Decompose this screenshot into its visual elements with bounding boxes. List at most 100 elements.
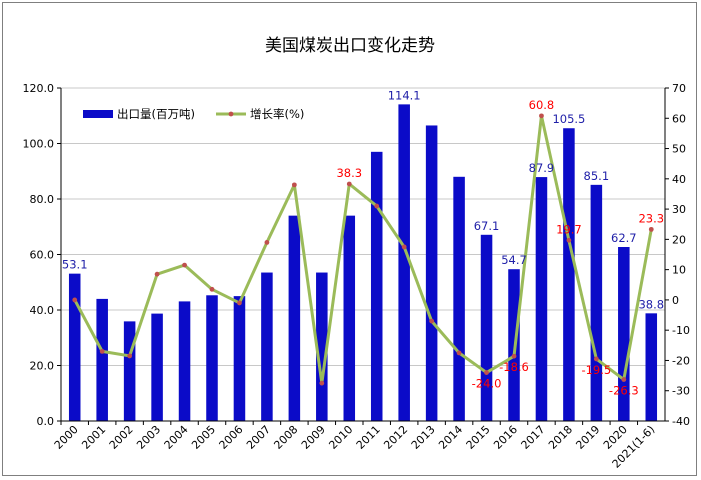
legend-bar-swatch xyxy=(83,110,113,118)
bar xyxy=(96,298,108,421)
x-tick-label: 2005 xyxy=(189,423,218,452)
bar-series xyxy=(68,104,658,422)
x-tick-label: 2012 xyxy=(381,423,410,452)
growth-marker xyxy=(72,297,78,303)
growth-value-label: -26.3 xyxy=(609,384,639,398)
bar xyxy=(123,321,136,421)
growth-marker xyxy=(127,353,133,359)
axes: 0.0 20.0 40.0 60.0 80.0 100.0 120.0 -40 -30 -20 -1… xyxy=(23,82,690,471)
x-tick-label: 2003 xyxy=(134,423,163,452)
bar xyxy=(343,215,356,421)
right-tick-label: 50 xyxy=(672,143,686,156)
bar xyxy=(645,313,658,421)
bar-value-label: 62.7 xyxy=(611,231,637,245)
bar xyxy=(563,128,575,422)
growth-marker xyxy=(237,300,242,306)
growth-marker xyxy=(264,239,270,245)
bar xyxy=(480,234,493,421)
x-tick-label: 2009 xyxy=(299,423,328,452)
right-tick-label: -40 xyxy=(672,415,690,428)
x-tick-label: 2008 xyxy=(271,423,300,452)
data-labels: 53.1 114.1 67.1 54.7 87.9 105.5 85.1 62.7 38.8 38… xyxy=(62,88,664,397)
bar-value-label: 105.5 xyxy=(552,112,585,126)
left-tick-label: 40.0 xyxy=(30,304,55,317)
growth-marker xyxy=(346,181,352,187)
x-tick-label: 2015 xyxy=(464,423,493,452)
growth-line xyxy=(73,114,653,385)
growth-value-label: -24.0 xyxy=(472,377,502,391)
left-tick-label: 20.0 xyxy=(30,360,55,373)
x-tick-label: 2013 xyxy=(409,423,438,452)
bar xyxy=(590,184,603,421)
x-tick-label: 2014 xyxy=(436,423,465,452)
growth-marker xyxy=(621,377,627,382)
bar-value-label: 87.9 xyxy=(529,161,555,175)
bar xyxy=(370,151,383,421)
growth-marker xyxy=(154,271,160,277)
x-tick-label: 2006 xyxy=(217,423,246,452)
chart-frame: 美国煤炭出口变化走势 0.0 20.0 40.0 60.0 80.0 100.0 120.0… xyxy=(2,2,697,476)
growth-value-label: 23.3 xyxy=(638,211,664,225)
bar xyxy=(535,177,548,421)
growth-marker xyxy=(511,353,517,359)
line-series xyxy=(72,113,654,386)
chart-title: 美国煤炭出口变化走势 xyxy=(265,36,435,56)
right-tick-label: 60 xyxy=(672,112,686,125)
bar xyxy=(261,272,273,421)
right-tick-label: 20 xyxy=(672,233,686,246)
growth-value-label: 60.8 xyxy=(529,98,555,112)
legend-bar-label: 出口量(百万吨) xyxy=(117,107,195,121)
growth-marker xyxy=(429,318,435,324)
x-tick-label: 2007 xyxy=(244,423,273,452)
right-tick-label: 0 xyxy=(672,294,679,307)
x-tick-label: 2001 xyxy=(79,423,108,452)
growth-marker xyxy=(374,203,380,209)
right-tick-label: -20 xyxy=(672,354,690,367)
x-tick-label: 2011 xyxy=(354,423,383,452)
bar xyxy=(618,247,630,421)
right-tick-label: 70 xyxy=(672,82,686,95)
bar xyxy=(68,273,81,421)
bar-value-label: 53.1 xyxy=(62,258,88,272)
bar-value-label: 67.1 xyxy=(474,219,500,233)
x-tick-label: 2019 xyxy=(573,423,602,452)
bar-value-label: 54.7 xyxy=(501,253,527,267)
left-tick-label: 60.0 xyxy=(30,249,55,262)
growth-marker xyxy=(182,262,187,268)
bar xyxy=(425,125,438,422)
x-tick-label: 2017 xyxy=(519,423,548,452)
right-tick-label: -10 xyxy=(672,324,690,337)
left-tick-label: 80.0 xyxy=(30,193,55,206)
bar xyxy=(206,295,218,421)
growth-marker xyxy=(456,350,462,356)
growth-value-label: -18.6 xyxy=(499,360,529,374)
combo-chart: 美国煤炭出口变化走势 0.0 20.0 40.0 60.0 80.0 100.0 120.0… xyxy=(23,36,690,471)
x-tick-label: 2002 xyxy=(107,423,136,452)
right-tick-label: 30 xyxy=(672,203,686,216)
bar xyxy=(453,176,465,421)
right-tick-label: 10 xyxy=(672,264,686,277)
x-tick-label: 2000 xyxy=(52,423,81,452)
bar-value-label: 85.1 xyxy=(584,169,610,183)
bar xyxy=(178,301,191,421)
bar xyxy=(288,215,301,421)
growth-marker xyxy=(319,380,325,386)
growth-marker xyxy=(291,182,297,188)
growth-marker xyxy=(566,237,572,243)
x-tick-label: 2016 xyxy=(491,423,520,452)
growth-marker xyxy=(593,356,599,362)
legend-line-label: 增长率(%) xyxy=(250,107,304,121)
growth-marker xyxy=(648,226,654,232)
bar xyxy=(233,296,246,421)
bar xyxy=(151,313,163,421)
growth-value-label: -19.5 xyxy=(581,363,611,377)
right-tick-label: 40 xyxy=(672,173,686,186)
x-tick-label: 2018 xyxy=(546,423,575,452)
growth-value-label: 19.7 xyxy=(556,222,582,236)
bar-value-label: 38.8 xyxy=(638,297,664,311)
left-tick-label: 100.0 xyxy=(23,138,55,151)
legend: 出口量(百万吨) 增长率(%) xyxy=(83,107,304,121)
growth-marker xyxy=(539,113,544,119)
growth-marker xyxy=(401,244,407,250)
growth-marker xyxy=(209,286,215,292)
